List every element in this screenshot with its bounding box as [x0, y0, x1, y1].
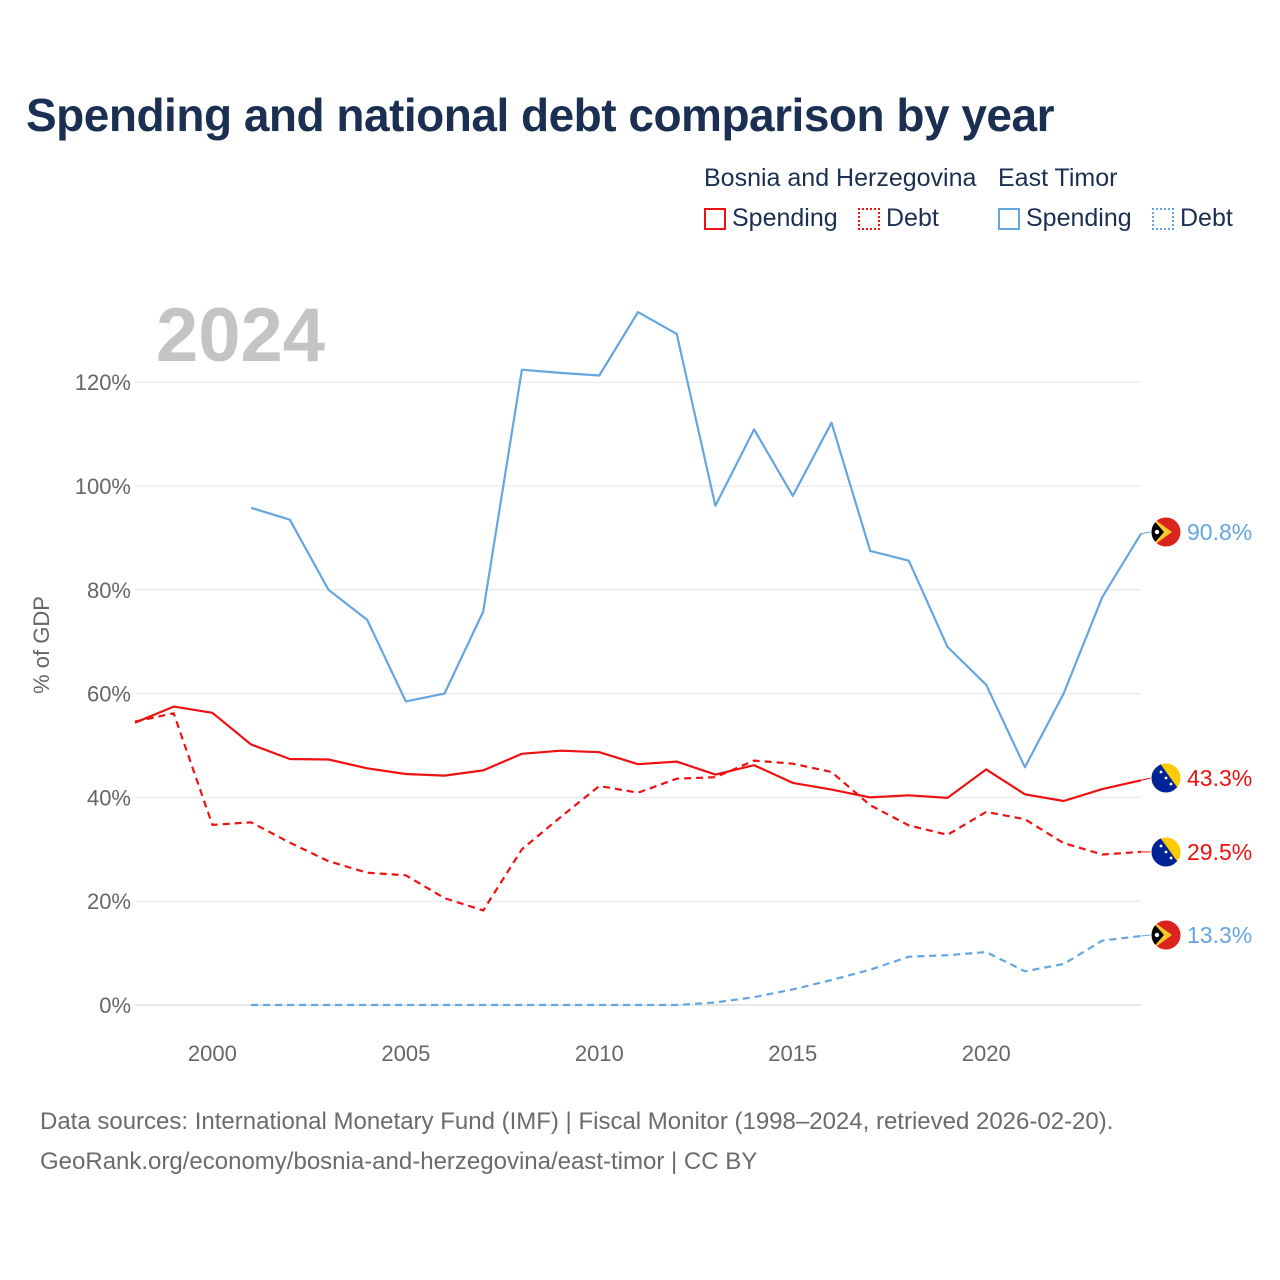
legend-label-bosnia-debt: Debt [886, 204, 939, 232]
y-tick-label: 100% [75, 474, 131, 499]
legend-item-bosnia-debt[interactable]: Debt [858, 204, 939, 233]
end-connector [1140, 777, 1152, 781]
legend-item-east-timor-spending[interactable]: Spending [998, 204, 1132, 233]
y-tick-label: 0% [99, 993, 131, 1018]
legend-label-east-timor-spending: Spending [1026, 204, 1132, 232]
end-connector [1140, 934, 1152, 937]
y-tick-label: 20% [87, 889, 131, 914]
y-axis-label: % of GDP [29, 596, 54, 694]
x-tick-label: 2000 [188, 1041, 237, 1066]
bosnia-flag-icon [1151, 763, 1181, 793]
east-timor-flag-icon [1151, 920, 1181, 950]
end-connector [1140, 531, 1152, 535]
series-line-bosnia-and-herzegovina-spending[interactable] [134, 705, 1142, 803]
end-value-label: 43.3% [1187, 765, 1252, 791]
x-tick-label: 2020 [962, 1041, 1011, 1066]
legend-swatch-bosnia-debt [858, 207, 880, 230]
end-value-label: 29.5% [1187, 839, 1252, 865]
end-value-label: 13.3% [1187, 922, 1252, 948]
legend-label-east-timor-debt: Debt [1180, 204, 1233, 232]
y-tick-label: 40% [87, 785, 131, 810]
x-tick-label: 2010 [575, 1041, 624, 1066]
flag-outline [1150, 516, 1182, 548]
legend-swatch-east-timor-debt [1152, 207, 1174, 230]
legend-item-bosnia-spending[interactable]: Spending [704, 204, 838, 233]
footer-sources: Data sources: International Monetary Fun… [40, 1108, 1114, 1135]
legend-swatch-east-timor-spending [998, 207, 1020, 230]
y-tick-label: 60% [87, 682, 131, 707]
series-line-bosnia-and-herzegovina-debt[interactable] [134, 712, 1142, 912]
flag-outline [1150, 836, 1182, 868]
east-timor-flag-icon [1151, 517, 1181, 547]
x-tick-label: 2015 [768, 1041, 817, 1066]
series-line-east-timor-spending[interactable] [250, 311, 1142, 769]
legend-label-bosnia-spending: Spending [732, 204, 838, 232]
x-tick-label: 2005 [381, 1041, 430, 1066]
end-value-label: 90.8% [1187, 519, 1252, 545]
flag-outline [1150, 919, 1182, 951]
legend-item-east-timor-debt[interactable]: Debt [1152, 204, 1233, 233]
bosnia-flag-icon [1151, 837, 1181, 867]
y-tick-label: 120% [75, 370, 131, 395]
legend-title-east-timor: East Timor [998, 164, 1118, 192]
y-tick-label: 80% [87, 578, 131, 603]
footer-link[interactable]: GeoRank.org/economy/bosnia-and-herzegovi… [40, 1148, 758, 1175]
legend-swatch-bosnia-spending [704, 207, 726, 230]
year-watermark: 2024 [156, 293, 325, 378]
chart-title: Spending and national debt comparison by… [26, 89, 1055, 141]
series-line-east-timor-debt[interactable] [251, 934, 1142, 1007]
flag-outline [1150, 762, 1182, 794]
legend-title-bosnia: Bosnia and Herzegovina [704, 164, 977, 192]
